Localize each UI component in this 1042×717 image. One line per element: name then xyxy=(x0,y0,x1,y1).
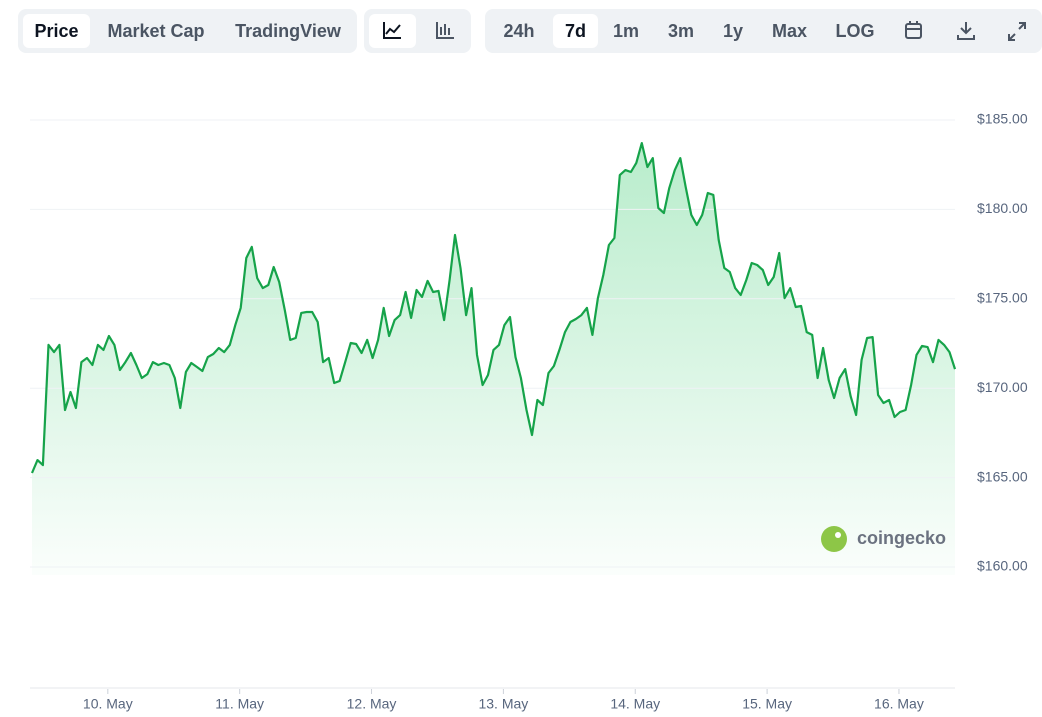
x-tick-label: 13. May xyxy=(478,696,528,712)
area xyxy=(32,143,955,575)
download-button[interactable] xyxy=(957,22,975,40)
view-group xyxy=(18,9,357,53)
range-button[interactable]: Max xyxy=(772,21,807,41)
line-icon xyxy=(383,22,401,39)
calendar-icon xyxy=(905,23,922,39)
y-tick-label: $160.00 xyxy=(977,558,1028,574)
candle-chart-button[interactable] xyxy=(436,22,454,39)
candle-icon xyxy=(436,22,454,39)
y-tick-label: $180.00 xyxy=(977,200,1028,216)
x-tick-label: 15. May xyxy=(742,696,792,712)
y-tick-label: $170.00 xyxy=(977,379,1028,395)
y-tick-label: $175.00 xyxy=(977,290,1028,306)
watermark-logo-eye xyxy=(835,532,841,538)
calendar-icon-detail xyxy=(906,21,921,30)
view-button[interactable]: Price xyxy=(34,21,78,41)
range-button[interactable]: 1y xyxy=(723,21,743,41)
range-button[interactable]: 3m xyxy=(668,21,694,41)
view-button[interactable]: TradingView xyxy=(235,21,342,41)
price-line xyxy=(30,142,957,474)
fullscreen-button[interactable] xyxy=(1008,22,1026,41)
download-icon xyxy=(957,22,975,40)
range-button[interactable]: 1m xyxy=(613,21,639,41)
range-button-bg xyxy=(553,14,598,48)
x-tick-label: 11. May xyxy=(215,696,264,712)
watermark: coingecko xyxy=(821,526,946,552)
range-button[interactable]: 24h xyxy=(503,21,534,41)
view-button-bg xyxy=(23,14,90,48)
watermark-logo xyxy=(821,526,847,552)
calendar-button[interactable] xyxy=(905,21,922,39)
x-tick-label: 12. May xyxy=(347,696,397,712)
x-tick-label: 16. May xyxy=(874,696,924,712)
range-group xyxy=(485,9,1042,53)
watermark-text: coingecko xyxy=(857,528,946,548)
range-button[interactable]: LOG xyxy=(836,21,875,41)
y-tick-label: $185.00 xyxy=(977,111,1028,127)
fullscreen-icon xyxy=(1008,22,1026,41)
view-button[interactable]: Market Cap xyxy=(107,21,204,41)
x-tick-label: 14. May xyxy=(610,696,660,712)
y-tick-label: $165.00 xyxy=(977,468,1028,484)
range-button[interactable]: 7d xyxy=(565,21,586,41)
x-tick-label: 10. May xyxy=(83,696,133,712)
